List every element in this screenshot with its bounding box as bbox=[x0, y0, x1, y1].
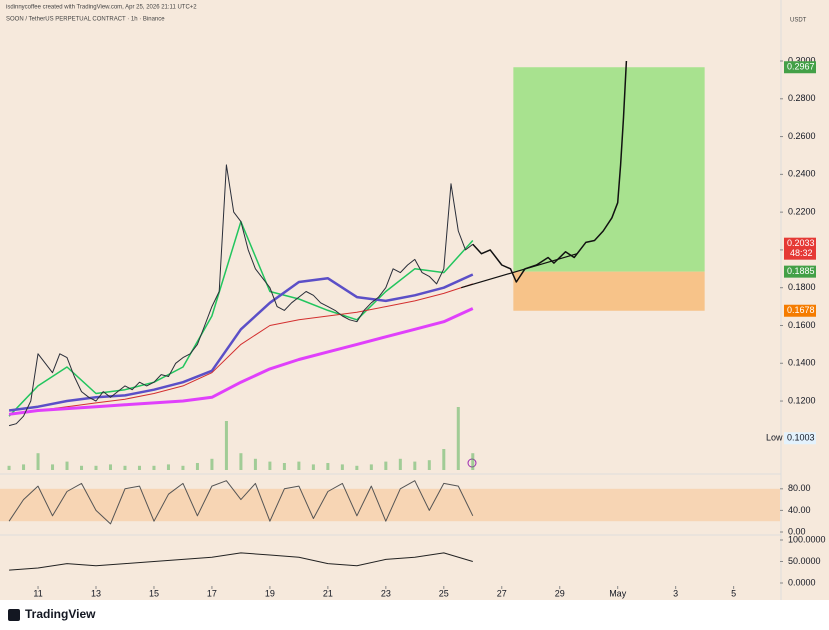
volume-bar bbox=[413, 461, 417, 470]
volume-bar bbox=[355, 465, 359, 470]
volume-bar bbox=[442, 449, 446, 470]
x-tick-label: 29 bbox=[555, 588, 565, 598]
x-tick-label: 15 bbox=[149, 588, 159, 598]
volume-bar bbox=[427, 460, 431, 470]
moving-average bbox=[9, 283, 473, 415]
x-tick-label: 21 bbox=[323, 588, 333, 598]
low-value: 0.1003 bbox=[787, 433, 815, 443]
volume-bar bbox=[311, 464, 315, 470]
last-price-label: 0.2033 bbox=[787, 238, 815, 248]
oscillator-tick-label: 50.0000 bbox=[788, 556, 821, 566]
y-tick-label: 0.1400 bbox=[788, 358, 816, 368]
entry-label-box bbox=[784, 265, 816, 278]
volume-bar bbox=[239, 453, 243, 470]
volume-bar bbox=[282, 463, 286, 470]
volume-bar bbox=[94, 465, 98, 470]
volume-bar bbox=[108, 464, 112, 470]
volume-bar bbox=[326, 463, 330, 470]
countdown: 48:32 bbox=[790, 248, 813, 258]
volume-bar bbox=[36, 453, 40, 470]
volume-bar bbox=[471, 453, 475, 470]
y-tick-label: 0.2200 bbox=[788, 207, 816, 217]
low-box bbox=[784, 432, 816, 445]
volume-bar bbox=[51, 464, 55, 470]
target-label: 0.2967 bbox=[787, 62, 815, 72]
y-tick-label: 0.1800 bbox=[788, 282, 816, 292]
volume-bar bbox=[224, 421, 228, 470]
brand: TradingView bbox=[25, 607, 96, 621]
stoch-band bbox=[0, 488, 780, 522]
y-tick-label: 0.2800 bbox=[788, 93, 816, 103]
profit-zone bbox=[513, 67, 705, 272]
stop-label: 0.1678 bbox=[787, 305, 815, 315]
x-tick-label: 19 bbox=[265, 588, 275, 598]
volume-bar bbox=[181, 465, 185, 470]
volume-bar bbox=[384, 461, 388, 470]
volume-bar bbox=[123, 465, 127, 470]
volume-bar bbox=[369, 464, 373, 470]
volume-bar bbox=[166, 464, 170, 470]
currency: USDT bbox=[790, 18, 807, 24]
x-tick-label: 11 bbox=[33, 588, 42, 598]
stop-label-box bbox=[784, 304, 816, 317]
low-label: Low bbox=[766, 433, 783, 443]
volume-bar bbox=[152, 465, 156, 470]
footer-bar bbox=[0, 600, 829, 630]
volume-bar bbox=[398, 458, 402, 470]
target-label-box bbox=[784, 61, 816, 74]
volume-bar bbox=[456, 407, 460, 470]
y-tick-label: 0.3000 bbox=[788, 55, 816, 65]
volume-bar bbox=[65, 461, 69, 470]
volume-bar bbox=[268, 461, 272, 470]
volume-bar bbox=[7, 465, 11, 470]
volume-bar bbox=[22, 464, 26, 470]
stoch-tick-label: 80.00 bbox=[788, 483, 811, 493]
volume-bar bbox=[80, 465, 84, 470]
last-price-label-box bbox=[784, 237, 816, 260]
volume-bar bbox=[137, 465, 141, 470]
y-tick-label: 0.1600 bbox=[788, 320, 816, 330]
x-tick-label: 25 bbox=[439, 588, 449, 598]
oscillator-tick-label: 100.0000 bbox=[788, 534, 826, 544]
volume-bar bbox=[195, 463, 199, 470]
y-tick-label: 0.2400 bbox=[788, 169, 816, 179]
stoch-tick-label: 40.00 bbox=[788, 505, 811, 515]
x-tick-label: May bbox=[609, 588, 627, 598]
volume-bar bbox=[297, 461, 301, 470]
brand-logo bbox=[8, 609, 20, 621]
oscillator-line bbox=[9, 552, 473, 571]
y-tick-label: 0.2600 bbox=[788, 131, 816, 141]
trend-line bbox=[461, 253, 578, 289]
x-tick-label: 23 bbox=[381, 588, 391, 598]
stoch-tick-label: 0.00 bbox=[788, 526, 806, 536]
loss-zone bbox=[513, 271, 705, 311]
x-tick-label: 17 bbox=[207, 588, 217, 598]
x-tick-label: 3 bbox=[673, 588, 678, 598]
volume-bar bbox=[340, 464, 344, 470]
volume-bar bbox=[210, 458, 214, 470]
moving-average bbox=[8, 307, 474, 416]
forecast-line bbox=[472, 60, 628, 283]
oscillator-tick-label: 0.0000 bbox=[788, 577, 816, 587]
x-tick-label: 5 bbox=[731, 588, 736, 598]
entry-label: 0.1885 bbox=[787, 266, 815, 276]
moving-average bbox=[8, 273, 474, 412]
volume-bar bbox=[253, 458, 257, 470]
price-line bbox=[8, 164, 474, 427]
chart-title: SOON / TetherUS PERPETUAL CONTRACT · 1h … bbox=[6, 17, 165, 23]
y-tick-label: 0.1200 bbox=[788, 395, 816, 405]
author-line: isdinnycoffee created with TradingView.c… bbox=[6, 5, 197, 11]
x-tick-label: 27 bbox=[497, 588, 507, 598]
stoch-line bbox=[8, 480, 474, 525]
x-tick-label: 13 bbox=[91, 588, 101, 598]
